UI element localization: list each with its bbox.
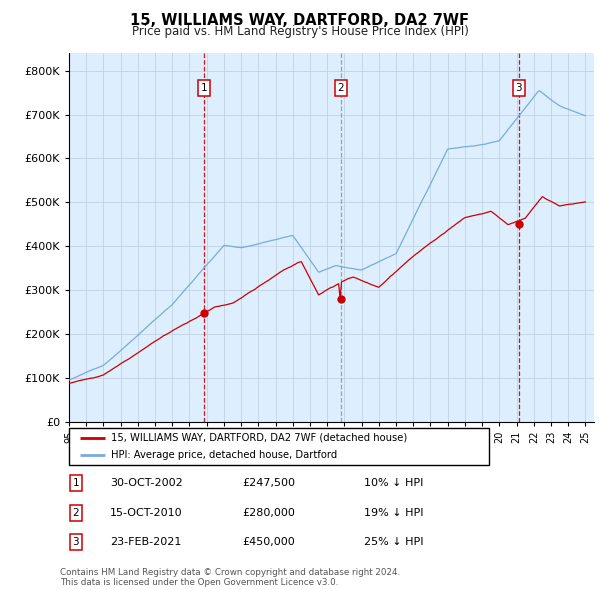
- Text: 1: 1: [200, 83, 207, 93]
- Text: £247,500: £247,500: [242, 478, 295, 488]
- Text: £280,000: £280,000: [242, 508, 295, 517]
- Text: £450,000: £450,000: [242, 537, 295, 548]
- Text: 3: 3: [515, 83, 522, 93]
- Text: 30-OCT-2002: 30-OCT-2002: [110, 478, 183, 488]
- Text: 15, WILLIAMS WAY, DARTFORD, DA2 7WF (detached house): 15, WILLIAMS WAY, DARTFORD, DA2 7WF (det…: [111, 433, 407, 442]
- Text: 10% ↓ HPI: 10% ↓ HPI: [364, 478, 423, 488]
- FancyBboxPatch shape: [69, 428, 489, 465]
- Text: 1: 1: [73, 478, 79, 488]
- Text: 25% ↓ HPI: 25% ↓ HPI: [364, 537, 423, 548]
- Text: HPI: Average price, detached house, Dartford: HPI: Average price, detached house, Dart…: [111, 450, 337, 460]
- Text: 2: 2: [73, 508, 79, 517]
- Text: 3: 3: [73, 537, 79, 548]
- Text: 19% ↓ HPI: 19% ↓ HPI: [364, 508, 423, 517]
- Text: Contains HM Land Registry data © Crown copyright and database right 2024.
This d: Contains HM Land Registry data © Crown c…: [60, 568, 400, 587]
- Text: 23-FEB-2021: 23-FEB-2021: [110, 537, 182, 548]
- Text: 2: 2: [337, 83, 344, 93]
- Text: 15-OCT-2010: 15-OCT-2010: [110, 508, 183, 517]
- Text: Price paid vs. HM Land Registry's House Price Index (HPI): Price paid vs. HM Land Registry's House …: [131, 25, 469, 38]
- Text: 15, WILLIAMS WAY, DARTFORD, DA2 7WF: 15, WILLIAMS WAY, DARTFORD, DA2 7WF: [131, 13, 470, 28]
